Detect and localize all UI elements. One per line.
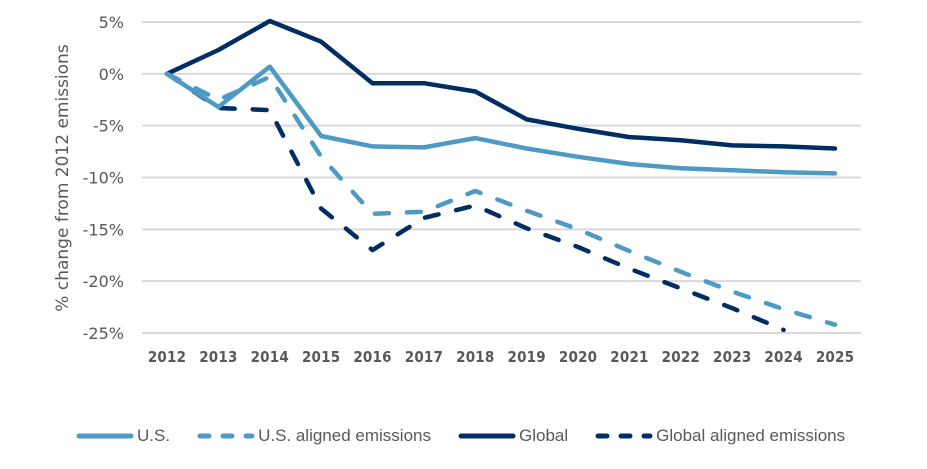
x-tick-label: 2018 <box>456 348 494 366</box>
series-line-u-s-aligned-emissions <box>164 71 838 327</box>
legend-swatch <box>595 433 653 439</box>
x-tick-label: 2013 <box>199 348 237 366</box>
x-tick-label: 2023 <box>713 348 751 366</box>
legend-label: U.S. <box>137 426 171 445</box>
x-tick-label: 2016 <box>353 348 391 366</box>
legend-swatch <box>76 433 134 439</box>
gridlines <box>142 21 861 334</box>
x-axis-ticks: 2012 2013 2014 2015 2016 2017 2018 2019 2020 2021… <box>148 348 854 366</box>
y-tick-label: -15% <box>83 220 124 239</box>
legend-swatch <box>197 433 255 439</box>
series-line-u-s <box>164 64 838 176</box>
y-axis-ticks: 5% 0% -5% -10% -15% -20% -25% <box>83 13 124 343</box>
y-tick-label: -5% <box>93 117 124 136</box>
legend-label: U.S. aligned emissions <box>258 426 431 445</box>
y-tick-label: -10% <box>83 169 124 188</box>
x-tick-label: 2019 <box>508 348 546 366</box>
y-tick-label: -20% <box>83 272 124 291</box>
series-line-global <box>164 18 838 151</box>
legend-swatch <box>458 433 516 439</box>
y-tick-label: 5% <box>99 13 124 32</box>
legend-label: Global <box>518 426 569 445</box>
legend-item: U.S. <box>75 426 170 446</box>
legend-label: Global aligned emissions <box>656 426 846 445</box>
series-lines <box>164 18 838 333</box>
x-tick-label: 2024 <box>764 348 802 366</box>
x-tick-label: 2020 <box>559 348 597 366</box>
x-tick-label: 2025 <box>816 348 854 366</box>
x-tick-label: 2017 <box>405 348 443 366</box>
legend-item: Global aligned emissions <box>594 426 845 446</box>
x-tick-label: 2022 <box>662 348 700 366</box>
series-line-global-aligned-emissions <box>164 71 786 333</box>
x-tick-label: 2021 <box>610 348 648 366</box>
x-tick-label: 2012 <box>148 348 186 366</box>
y-tick-label: -25% <box>83 324 124 343</box>
y-axis-label: % change from 2012 emissions <box>53 44 73 312</box>
legend-item: Global <box>457 426 568 446</box>
legend-item: U.S. aligned emissions <box>196 426 431 446</box>
legend: U.S. U.S. aligned emissions Global Global a… <box>75 426 871 446</box>
y-tick-label: 0% <box>99 65 124 84</box>
x-tick-label: 2015 <box>302 348 340 366</box>
x-tick-label: 2014 <box>251 348 289 366</box>
